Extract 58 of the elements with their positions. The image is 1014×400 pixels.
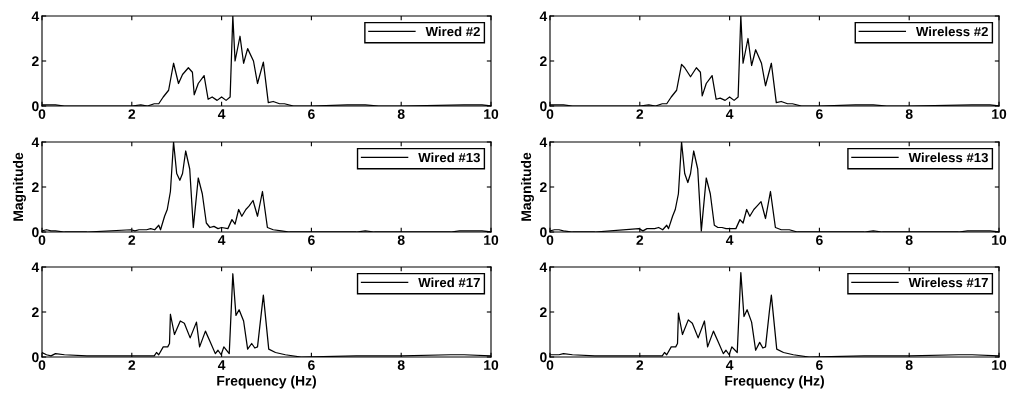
y-tick-label: 0 bbox=[32, 227, 39, 238]
x-tick-label: 2 bbox=[128, 360, 136, 370]
y-tick-label: 4 bbox=[539, 11, 548, 22]
legend-label: Wired #2 bbox=[425, 26, 480, 37]
x-axis-title: Frequency (Hz) bbox=[217, 375, 316, 389]
y-tick-label: 2 bbox=[539, 56, 547, 67]
x-tick-label: 6 bbox=[816, 109, 823, 119]
x-tick-label: 2 bbox=[128, 109, 136, 119]
legend-label: Wireless #2 bbox=[915, 26, 988, 37]
y-tick-label: 2 bbox=[31, 182, 39, 193]
x-tick-label: 8 bbox=[397, 235, 405, 245]
y-axis-title: Magnitude bbox=[520, 152, 534, 221]
x-tick-label: 10 bbox=[992, 360, 1007, 370]
y-tick-label: 4 bbox=[539, 137, 548, 148]
x-tick-label: 10 bbox=[992, 235, 1007, 245]
x-tick-label: 2 bbox=[636, 109, 644, 119]
x-tick-label: 4 bbox=[217, 235, 226, 245]
x-tick-label: 4 bbox=[217, 360, 226, 370]
y-tick-label: 4 bbox=[31, 137, 40, 148]
x-tick-label: 2 bbox=[128, 235, 136, 245]
x-tick-label: 2 bbox=[636, 235, 644, 245]
x-tick-label: 10 bbox=[992, 109, 1007, 119]
x-tick-label: 8 bbox=[905, 109, 913, 119]
x-tick-label: 4 bbox=[725, 109, 734, 119]
y-tick-label: 0 bbox=[32, 352, 39, 363]
x-tick-label: 6 bbox=[308, 360, 315, 370]
x-tick-label: 8 bbox=[397, 109, 405, 119]
y-axis-title: Magnitude bbox=[12, 152, 26, 221]
legend-label: Wireless #13 bbox=[908, 152, 988, 163]
x-tick-label: 4 bbox=[217, 109, 226, 119]
x-tick-label: 10 bbox=[484, 235, 499, 245]
x-tick-label: 4 bbox=[725, 360, 734, 370]
y-tick-label: 2 bbox=[539, 182, 547, 193]
x-axis-title: Frequency (Hz) bbox=[725, 375, 824, 389]
y-tick-label: 0 bbox=[540, 352, 547, 363]
x-tick-label: 6 bbox=[816, 235, 823, 245]
x-tick-label: 4 bbox=[725, 235, 734, 245]
y-tick-label: 0 bbox=[540, 227, 547, 238]
y-tick-label: 2 bbox=[539, 307, 547, 318]
x-tick-label: 6 bbox=[308, 109, 315, 119]
y-tick-label: 0 bbox=[540, 101, 547, 112]
legend-label: Wired #13 bbox=[418, 152, 480, 163]
y-tick-label: 2 bbox=[31, 307, 39, 318]
x-tick-label: 8 bbox=[905, 235, 913, 245]
legend-label: Wired #17 bbox=[418, 277, 480, 288]
y-tick-label: 0 bbox=[32, 101, 39, 112]
legend-label: Wireless #17 bbox=[908, 277, 988, 288]
y-tick-label: 4 bbox=[539, 262, 548, 273]
x-tick-label: 10 bbox=[484, 109, 499, 119]
y-tick-label: 4 bbox=[31, 11, 40, 22]
x-tick-label: 10 bbox=[484, 360, 499, 370]
x-tick-label: 6 bbox=[816, 360, 823, 370]
y-tick-label: 4 bbox=[31, 262, 40, 273]
x-tick-label: 2 bbox=[636, 360, 644, 370]
y-tick-label: 2 bbox=[31, 56, 39, 67]
x-tick-label: 8 bbox=[397, 360, 405, 370]
x-tick-label: 8 bbox=[905, 360, 913, 370]
x-tick-label: 6 bbox=[308, 235, 315, 245]
